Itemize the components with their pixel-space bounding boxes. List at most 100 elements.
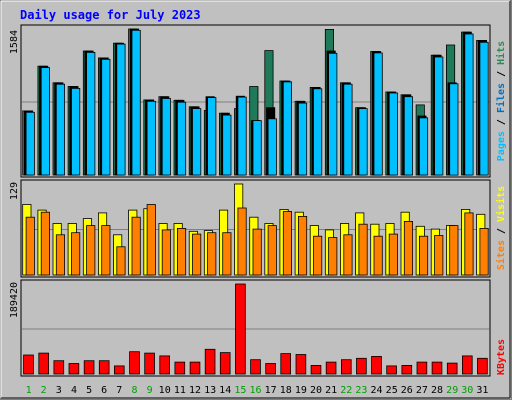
- day-label-18: 18: [280, 385, 292, 396]
- day-label-26: 26: [401, 385, 413, 396]
- bar-sites-day-23: [358, 223, 368, 276]
- bar-pages-day-18: [282, 81, 292, 176]
- ylabel-part: Sites: [495, 240, 507, 270]
- bar-kbytes-day-2: [38, 352, 49, 375]
- bar-sites-day-18: [282, 211, 292, 276]
- bar-kbytes-day-27: [416, 361, 428, 375]
- day-label-24: 24: [370, 385, 382, 396]
- bar-kbytes-day-20: [310, 364, 322, 375]
- bar-sites-day-30: [464, 212, 474, 276]
- ylabel-hits-files-pages: Pages / Files / Hits: [495, 41, 507, 161]
- bar-pages-day-28: [434, 56, 444, 176]
- ylabel-part: Hits: [495, 41, 507, 65]
- ymax-label-hits: 1584: [9, 30, 20, 54]
- bar-sites-day-26: [403, 220, 413, 276]
- bar-pages-day-1: [25, 111, 35, 176]
- ylabel-part: Visits: [495, 186, 507, 222]
- bar-sites-day-21: [328, 237, 338, 276]
- bar-pages-day-29: [449, 83, 459, 176]
- bar-sites-day-31: [479, 227, 489, 276]
- bar-sites-day-8: [131, 216, 141, 276]
- bar-kbytes-day-18: [280, 353, 291, 375]
- bar-pages-day-24: [373, 52, 383, 176]
- ylabel-part: Pages: [496, 131, 507, 161]
- day-label-11: 11: [174, 385, 186, 396]
- bar-pages-day-15: [237, 96, 247, 176]
- bar-pages-day-21: [328, 52, 338, 176]
- day-label-27: 27: [416, 385, 428, 396]
- bar-pages-day-14: [222, 114, 232, 176]
- bar-sites-day-10: [161, 229, 171, 276]
- bar-pages-day-22: [343, 83, 353, 176]
- bar-kbytes-day-12: [189, 361, 201, 375]
- bar-kbytes-day-9: [144, 352, 155, 375]
- bar-kbytes-day-17: [265, 363, 276, 375]
- bar-sites-day-19: [297, 215, 308, 276]
- day-label-16: 16: [249, 385, 261, 396]
- bar-kbytes-day-15: [235, 283, 246, 375]
- ylabel-part: /: [496, 222, 507, 240]
- ylabel-visits-sites: Sites / Visits: [495, 186, 507, 270]
- bar-sites-day-15: [237, 207, 247, 276]
- day-label-4: 4: [71, 385, 77, 396]
- bar-sites-day-13: [207, 232, 217, 276]
- day-label-12: 12: [189, 385, 201, 396]
- bar-pages-day-25: [388, 92, 398, 176]
- bar-kbytes-day-22: [340, 359, 352, 375]
- day-label-31: 31: [476, 385, 488, 396]
- bar-kbytes-day-30: [461, 355, 473, 375]
- bar-sites-day-27: [418, 235, 429, 276]
- bar-pages-day-4: [71, 88, 81, 176]
- bar-kbytes-day-29: [446, 362, 458, 375]
- bar-sites-day-29: [449, 225, 459, 276]
- bar-pages-day-26: [403, 96, 413, 176]
- bar-sites-day-9: [146, 204, 156, 276]
- bar-sites-day-17: [267, 225, 277, 276]
- bar-kbytes-day-13: [204, 348, 216, 375]
- bars-hits-files-pages: [22, 28, 489, 176]
- bar-sites-day-2: [40, 211, 50, 276]
- bar-kbytes-day-10: [159, 355, 171, 375]
- bar-kbytes-day-14: [219, 352, 231, 375]
- bar-sites-day-1: [25, 216, 35, 276]
- day-label-21: 21: [325, 385, 337, 396]
- day-label-13: 13: [204, 385, 216, 396]
- bar-sites-day-7: [116, 246, 126, 276]
- bar-pages-day-20: [313, 88, 323, 176]
- bar-pages-day-17: [267, 118, 277, 176]
- day-label-28: 28: [431, 385, 443, 396]
- bar-kbytes-day-16: [250, 359, 261, 375]
- bar-sites-day-22: [343, 234, 353, 276]
- bar-kbytes-day-1: [23, 354, 34, 375]
- bar-pages-day-3: [55, 83, 65, 176]
- day-label-22: 22: [340, 385, 352, 396]
- bar-sites-day-24: [373, 235, 383, 276]
- bar-pages-day-30: [464, 33, 474, 176]
- bar-kbytes-day-28: [431, 361, 443, 375]
- bar-kbytes-day-24: [371, 355, 382, 375]
- bar-kbytes-day-8: [129, 351, 140, 375]
- bar-pages-day-13: [207, 97, 217, 176]
- day-label-19: 19: [295, 385, 307, 396]
- chart-title: Daily usage for July 2023: [20, 8, 201, 22]
- bar-pages-day-10: [161, 98, 171, 176]
- day-label-3: 3: [56, 385, 62, 396]
- day-label-23: 23: [355, 385, 367, 396]
- bar-pages-day-12: [192, 108, 202, 176]
- bar-pages-day-16: [252, 120, 262, 176]
- bar-kbytes-day-21: [325, 361, 337, 375]
- day-label-9: 9: [147, 385, 153, 396]
- bar-sites-day-3: [55, 234, 65, 276]
- bar-pages-day-19: [297, 102, 308, 176]
- ymax-label-kbytes: 189420: [9, 282, 20, 318]
- day-label-25: 25: [386, 385, 398, 396]
- ymax-label-visits: 129: [9, 182, 20, 200]
- ylabel-kbytes: KBytes: [496, 339, 507, 375]
- bar-kbytes-day-25: [386, 365, 397, 375]
- bar-kbytes-day-3: [53, 360, 65, 375]
- bar-pages-day-2: [40, 67, 50, 176]
- day-label-5: 5: [86, 385, 92, 396]
- day-label-10: 10: [159, 385, 171, 396]
- bars-kbytes: [22, 283, 489, 375]
